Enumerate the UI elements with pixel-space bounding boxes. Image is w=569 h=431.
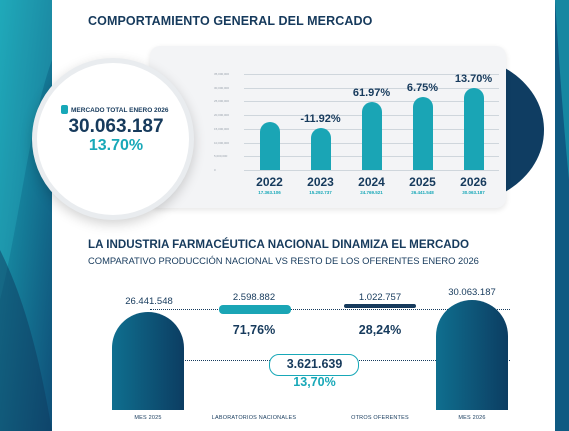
x-tick-label-2025: 2025	[409, 175, 436, 189]
nacionales-bar	[219, 305, 291, 314]
y-tick-label: 35,000,000	[214, 72, 230, 76]
x-tick-label-2026: 2026	[460, 175, 487, 189]
bar-2022	[259, 122, 280, 170]
section2-title: LA INDUSTRIA FARMACÉUTICA NACIONAL DINAM…	[88, 238, 470, 251]
y-tick-label: 15,000,000	[214, 126, 230, 131]
growth-label-2023: -11.92%	[300, 113, 341, 126]
bar-2024	[361, 102, 382, 170]
bar-2026	[463, 87, 484, 170]
otros-value: 1.022.757	[358, 292, 402, 303]
bar-2025	[412, 97, 433, 170]
market-total-value: 30.063.187	[68, 116, 164, 137]
y-tick-label: 25,000,000	[214, 99, 230, 104]
y-gridline	[244, 74, 499, 75]
y-gridline	[244, 170, 499, 171]
market-total-label: MERCADO TOTAL ENERO 2026	[61, 105, 169, 114]
growth-percent: 13,70%	[293, 375, 336, 389]
right-decorative-band	[555, 0, 569, 431]
y-tick-label: 0	[214, 168, 216, 172]
mes-2026-label: MES 2026	[458, 415, 486, 421]
bar-2023	[310, 128, 331, 170]
x-tick-label-2024: 2024	[358, 175, 385, 189]
y-tick-label: 5,000,000	[214, 154, 228, 159]
value-label-2024: 24.769.521	[360, 190, 383, 195]
growth-label-2025: 6.75%	[406, 82, 439, 95]
growth-label-2024: 61.97%	[352, 87, 391, 100]
value-label-2026: 30.063.187	[462, 190, 485, 195]
growth-value: 3.621.639	[286, 357, 343, 371]
connector-line-top	[150, 309, 510, 310]
annual-market-bar-chart: 0 5,000,000 10,000,000 15,000,000 20,000,000…	[214, 72, 499, 195]
y-tick-label: 20,000,000	[214, 113, 230, 118]
x-tick-label-2022: 2022	[256, 175, 283, 189]
y-gridline	[244, 87, 499, 89]
mes-2025-column	[112, 312, 184, 410]
x-tick-label-2023: 2023	[307, 175, 334, 189]
y-tick-label: 10,000,000	[214, 140, 230, 145]
market-total-percent: 13.70%	[88, 137, 144, 154]
nacionales-label: LABORATORIOS NACIONALES	[211, 415, 297, 421]
value-label-2025: 26.441.548	[411, 190, 434, 195]
otros-label: OTROS OFERENTES	[351, 415, 409, 421]
y-tick-label: 30,000,000	[214, 85, 230, 90]
mes-2025-value: 26.441.548	[125, 296, 173, 307]
mes-2026-column	[436, 300, 508, 410]
chart-card	[150, 46, 506, 208]
y-gridline	[244, 101, 499, 103]
growth-pill	[269, 354, 359, 376]
otros-bar	[344, 304, 416, 308]
mes-2025-label: MES 2025	[134, 415, 162, 421]
square-bullet-icon	[61, 105, 68, 114]
left-decorative-band	[0, 0, 52, 431]
value-label-2022: 17.363.106	[258, 190, 281, 195]
growth-label-2026: 13.70%	[454, 72, 493, 85]
mes-2026-value: 30.063.187	[448, 287, 496, 298]
nacionales-percent: 71,76%	[232, 323, 276, 337]
section2-subtitle: COMPARATIVO PRODUCCIÓN NACIONAL VS RESTO…	[88, 255, 479, 266]
nacionales-value: 2.598.882	[232, 292, 276, 303]
otros-percent: 28,24%	[358, 323, 402, 337]
market-total-badge	[32, 58, 194, 220]
value-label-2023: 15.292.737	[309, 190, 332, 195]
section-title: COMPORTAMIENTO GENERAL DEL MERCADO	[88, 14, 373, 28]
